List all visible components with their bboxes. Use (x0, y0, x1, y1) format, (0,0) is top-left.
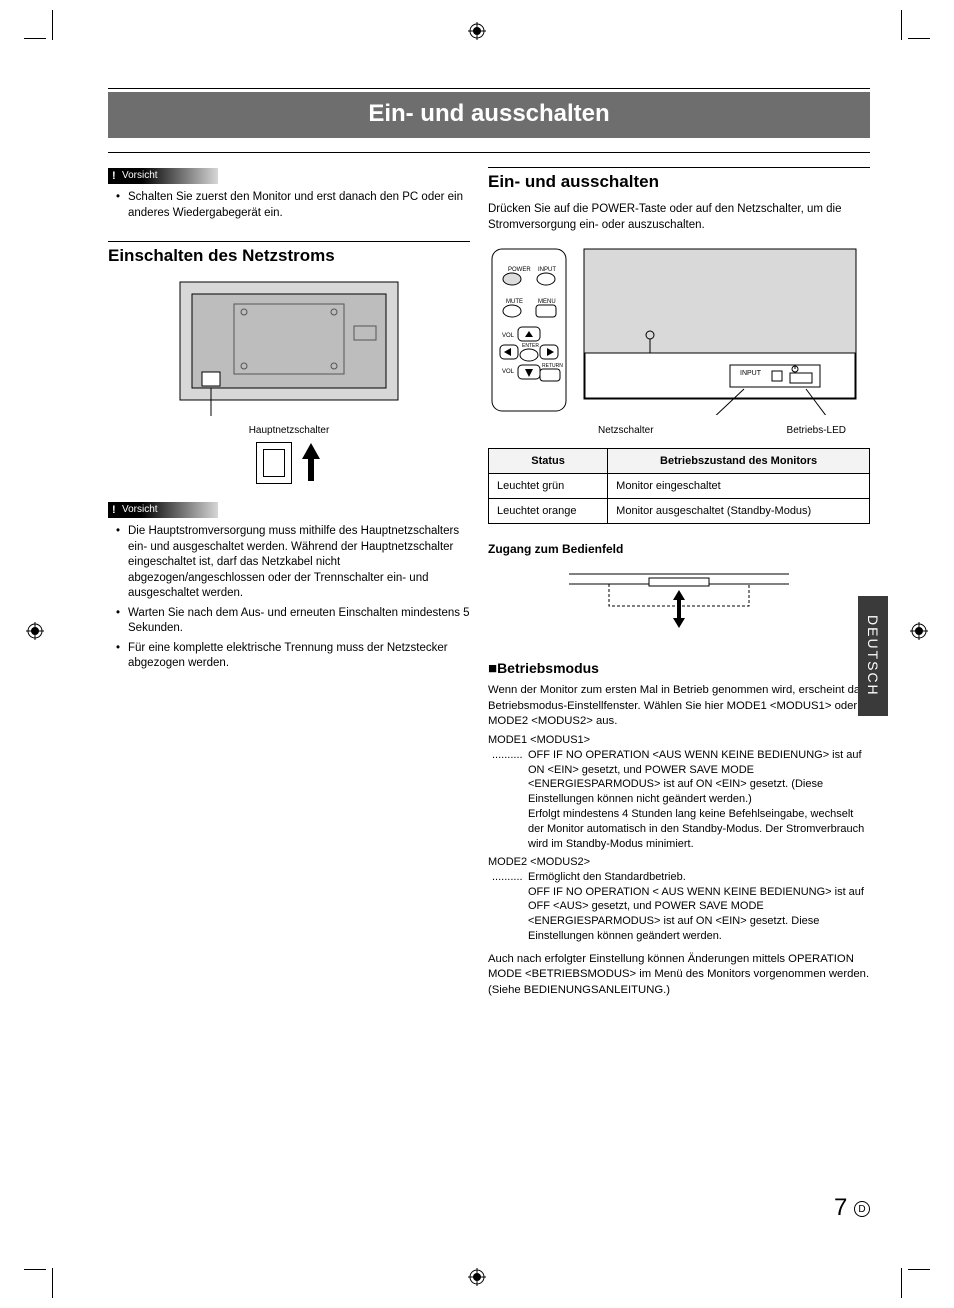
monitor-back-icon (174, 276, 404, 416)
crop-mark (24, 38, 46, 39)
column-left: Vorsicht Schalten Sie zuerst den Monitor… (108, 167, 470, 999)
caution-list: Schalten Sie zuerst den Monitor und erst… (108, 190, 470, 221)
subheading-text: Betriebsmodus (497, 660, 599, 676)
table-cell: Leuchtet orange (489, 499, 608, 524)
page-letter: D (854, 1201, 870, 1217)
arrow-up-icon (300, 441, 322, 483)
table-header: Betriebszustand des Monitors (608, 449, 870, 474)
mode-description: ..........Ermöglicht den Standardbetrieb… (488, 870, 870, 944)
section-heading: Einschalten des Netzstroms (108, 246, 470, 266)
rule (488, 167, 870, 168)
mode-text: OFF IF NO OPERATION <AUS WENN KEINE BEDI… (528, 749, 864, 850)
mode-text: Ermöglicht den Standardbetrieb. OFF IF N… (528, 871, 864, 942)
table-row: Leuchtet orange Monitor ausgeschaltet (S… (489, 499, 870, 524)
table-cell: Monitor ausgeschaltet (Standby-Modus) (608, 499, 870, 524)
callout-label: Netzschalter (598, 425, 654, 436)
language-tab: DEUTSCH (858, 596, 888, 716)
section-heading: Ein- und ausschalten (488, 172, 870, 192)
caution-item: Schalten Sie zuerst den Monitor und erst… (116, 190, 470, 221)
registration-mark-icon (910, 622, 928, 640)
page-content: Ein- und ausschalten Vorsicht Schalten S… (108, 88, 870, 1218)
registration-mark-icon (468, 1268, 486, 1286)
caution-badge: Vorsicht (108, 502, 218, 518)
rule (108, 88, 870, 89)
monitor-front-icon: INPUT (580, 245, 860, 415)
svg-text:ENTER: ENTER (522, 343, 539, 349)
crop-mark (908, 1269, 930, 1270)
registration-mark-icon (26, 622, 44, 640)
mode-label: MODE2 <MODUS2> (488, 856, 870, 868)
callout-label: Betriebs-LED (787, 425, 846, 436)
figure-monitor-back: Hauptnetzschalter (108, 276, 470, 487)
crop-mark (52, 10, 53, 40)
caution-item: Für eine komplette elektrische Trennung … (116, 641, 470, 672)
figure-callouts: Netzschalter Betriebs-LED (488, 425, 870, 436)
rule (108, 241, 470, 242)
crop-mark (908, 38, 930, 39)
svg-text:VOL: VOL (502, 333, 515, 339)
section-intro: Drücken Sie auf die POWER-Taste oder auf… (488, 202, 870, 233)
subheading: Zugang zum Bedienfeld (488, 542, 870, 556)
switch-icon (256, 442, 292, 484)
caution-badge: Vorsicht (108, 168, 218, 184)
figure-label: Hauptnetzschalter (108, 425, 470, 436)
table-header: Status (489, 449, 608, 474)
registration-mark-icon (468, 22, 486, 40)
page-number: 7 D (834, 1194, 870, 1222)
status-table: Status Betriebszustand des Monitors Leuc… (488, 448, 870, 524)
svg-text:INPUT: INPUT (538, 267, 556, 273)
paragraph: Wenn der Monitor zum ersten Mal in Betri… (488, 683, 870, 730)
mode-label: MODE1 <MODUS1> (488, 734, 870, 746)
rule (108, 152, 870, 153)
figure-remote-and-monitor: POWER INPUT MUTE MENU VOL ENTER (488, 245, 870, 415)
svg-text:MENU: MENU (538, 299, 556, 305)
crop-mark (901, 1268, 902, 1298)
subheading: ■Betriebsmodus (488, 660, 870, 677)
crop-mark (52, 1268, 53, 1298)
caution-item: Warten Sie nach dem Aus- und erneuten Ei… (116, 606, 470, 637)
page-title-banner: Ein- und ausschalten (108, 92, 870, 138)
svg-text:POWER: POWER (508, 267, 531, 273)
caution-item: Die Hauptstromversorgung muss mithilfe d… (116, 524, 470, 602)
page-number-value: 7 (834, 1194, 847, 1221)
mode-description: ..........OFF IF NO OPERATION <AUS WENN … (488, 748, 870, 852)
crop-mark (24, 1269, 46, 1270)
svg-text:MUTE: MUTE (506, 299, 523, 305)
crop-mark (901, 10, 902, 40)
table-cell: Monitor eingeschaltet (608, 474, 870, 499)
paragraph: Auch nach erfolgter Einstellung können Ä… (488, 952, 870, 999)
column-right: Ein- und ausschalten Drücken Sie auf die… (488, 167, 870, 999)
remote-control-icon: POWER INPUT MUTE MENU VOL ENTER (488, 245, 570, 415)
svg-text:VOL: VOL (502, 369, 515, 375)
panel-access-icon (549, 566, 809, 636)
table-row: Leuchtet grün Monitor eingeschaltet (489, 474, 870, 499)
table-cell: Leuchtet grün (489, 474, 608, 499)
svg-text:INPUT: INPUT (740, 370, 762, 377)
caution-list: Die Hauptstromversorgung muss mithilfe d… (108, 524, 470, 672)
svg-text:RETURN: RETURN (542, 363, 563, 369)
